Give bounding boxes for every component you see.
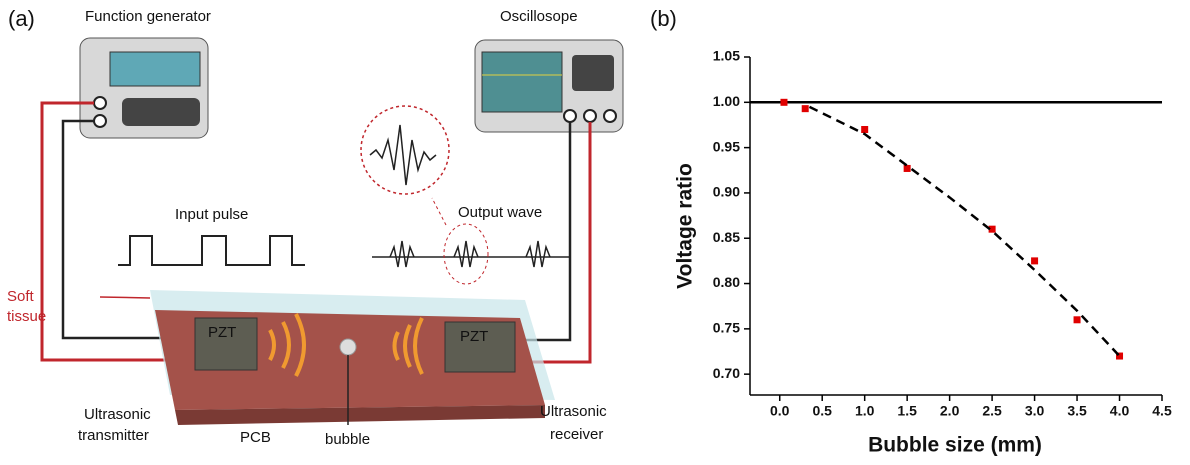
x-tick-label: 4.0 <box>1110 403 1130 419</box>
panel-label: (b) <box>650 6 677 31</box>
x-tick-label: 3.0 <box>1025 403 1045 419</box>
y-tick-label: 0.90 <box>713 184 740 200</box>
port <box>604 110 616 122</box>
figure: (a) Function generator Oscillosope Input… <box>0 0 1190 465</box>
x-tick-label: 0.5 <box>812 403 832 419</box>
label: transmitter <box>78 427 149 444</box>
data-point <box>1074 316 1081 323</box>
label: Ultrasonic <box>540 403 607 420</box>
y-tick-label: 0.95 <box>713 138 740 154</box>
label: receiver <box>550 426 603 443</box>
x-tick-label: 2.0 <box>940 403 960 419</box>
y-tick-label: 1.00 <box>713 93 740 109</box>
y-tick-label: 0.75 <box>713 320 740 336</box>
pzt-label: PZT <box>208 324 236 341</box>
screen <box>110 52 200 86</box>
label: Ultrasonic <box>84 406 151 423</box>
x-axis-label: Bubble size (mm) <box>868 434 1042 457</box>
data-point <box>904 165 911 172</box>
device-label: Oscillosope <box>500 8 578 25</box>
highlight <box>444 224 488 284</box>
wave <box>390 241 550 267</box>
x-tick-label: 2.5 <box>982 403 1002 419</box>
diagram: (a) Function generator Oscillosope Input… <box>7 6 623 448</box>
y-tick-label: 0.70 <box>713 365 740 381</box>
port <box>94 97 106 109</box>
x-tick-label: 4.5 <box>1152 403 1172 419</box>
label: bubble <box>325 431 370 448</box>
keypad <box>572 55 614 91</box>
x-tick-label: 1.5 <box>897 403 917 419</box>
port <box>584 110 596 122</box>
device-label: Function generator <box>85 8 211 25</box>
label: PCB <box>240 429 271 446</box>
pulse <box>118 236 305 265</box>
pzt-label: PZT <box>460 328 488 345</box>
zoom-wave <box>370 125 436 185</box>
data-point <box>780 99 787 106</box>
port <box>564 110 576 122</box>
arrow <box>432 198 446 225</box>
fit-line <box>809 107 1119 356</box>
wire <box>520 122 570 340</box>
x-tick-label: 1.0 <box>855 403 875 419</box>
x-tick-label: 0.0 <box>770 403 790 419</box>
port <box>94 115 106 127</box>
label: Soft <box>7 288 35 305</box>
label: Output wave <box>458 204 542 221</box>
y-tick-label: 1.05 <box>713 48 740 64</box>
screen <box>482 52 562 112</box>
data-point <box>802 105 809 112</box>
x-tick-label: 3.5 <box>1067 403 1087 419</box>
keypad <box>122 98 200 126</box>
panel-label: (a) <box>8 6 35 31</box>
bubble <box>340 339 356 355</box>
label: tissue <box>7 308 46 325</box>
pointer <box>100 297 150 298</box>
y-axis-label: Voltage ratio <box>674 163 697 289</box>
label: Input pulse <box>175 206 248 223</box>
y-tick-label: 0.80 <box>713 274 740 290</box>
data-point <box>861 126 868 133</box>
data-point <box>1031 257 1038 264</box>
y-tick-label: 0.85 <box>713 229 740 245</box>
